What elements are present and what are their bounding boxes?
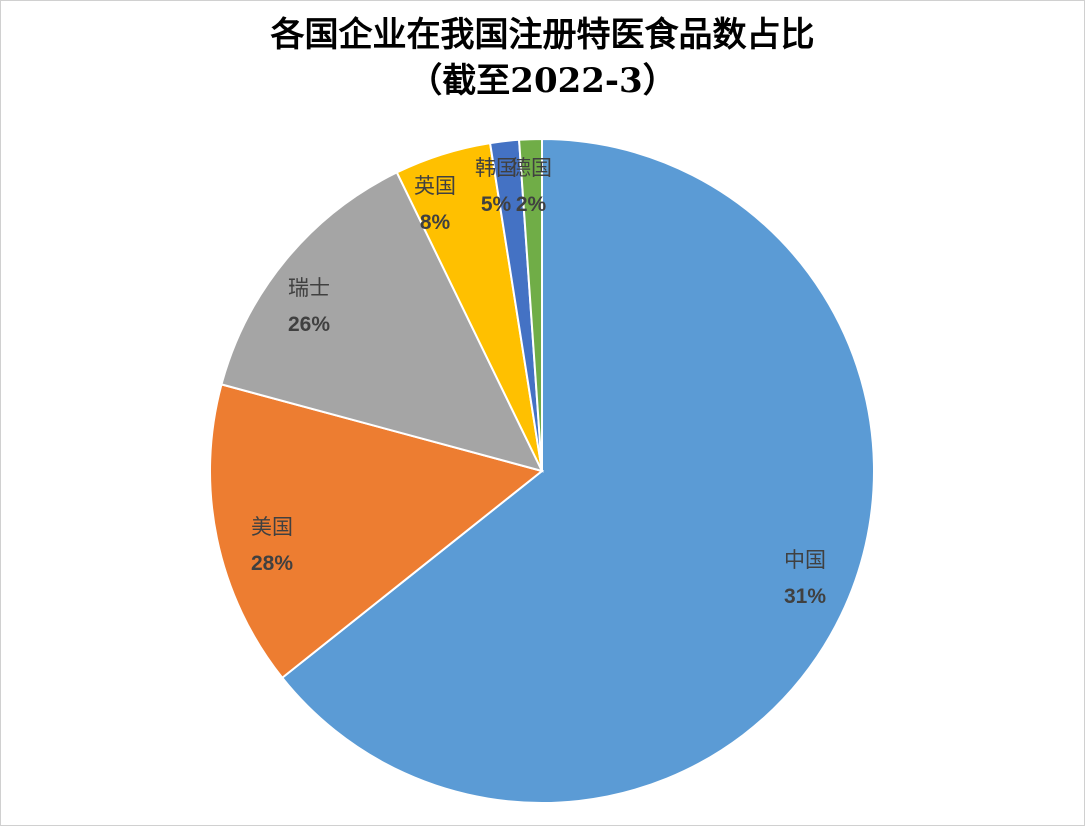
slice-value-中国: 31% [784,585,826,608]
chart-title-line2: （截至2022-3） [408,61,677,101]
slice-value-美国: 28% [251,552,293,575]
chart-title-line1: 各国企业在我国注册特医食品数占比 [270,15,815,55]
slice-label-美国: 美国 [251,515,293,539]
slice-value-韩国: 5% [481,193,512,216]
pie-slices [208,137,875,804]
pie-slice-瑞士 [220,171,544,473]
slice-label-英国: 英国 [414,174,456,198]
slice-label-中国: 中国 [784,548,826,572]
pie-slice-美国 [208,383,545,680]
pie-slice-中国 [280,137,875,804]
chart-title: 各国企业在我国注册特医食品数占比 （截至2022-3） [0,12,1085,104]
slice-label-瑞士: 瑞士 [288,276,330,300]
slice-value-英国: 8% [420,211,451,234]
slice-label-德国: 德国 [510,156,552,180]
pie-labels: 中国 31% 美国 28% 瑞士 26% 英国 8% 韩国 5% 德国 2% [251,156,826,608]
slice-value-德国: 2% [516,193,547,216]
slice-value-瑞士: 26% [288,313,330,336]
slice-label-韩国: 韩国 [475,156,517,180]
pie-slice-德国 [518,137,543,472]
